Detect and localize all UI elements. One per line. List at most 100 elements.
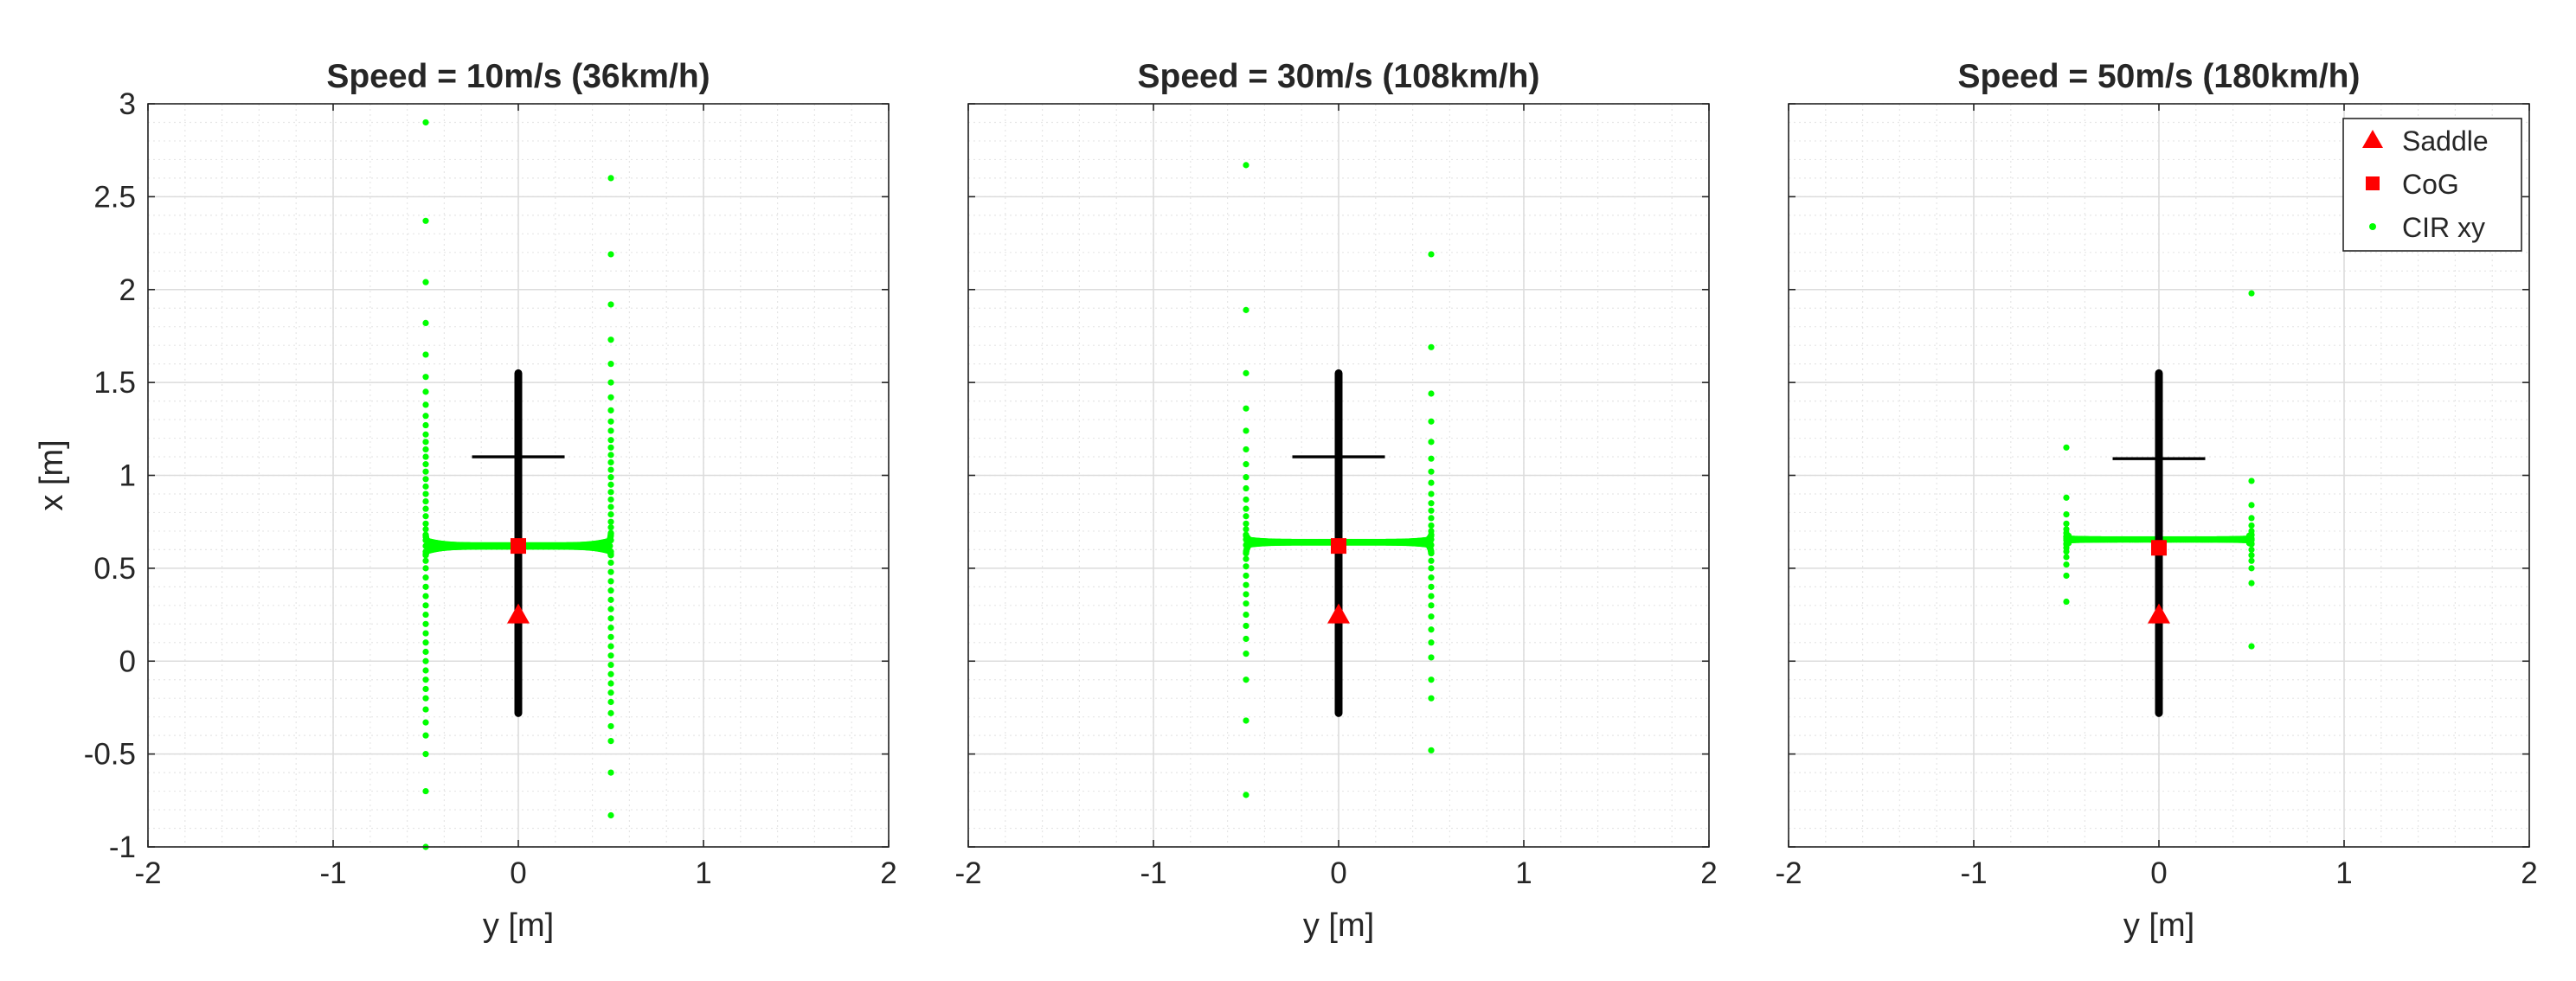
cir-point bbox=[422, 421, 429, 429]
cir-point bbox=[2248, 290, 2255, 297]
cir-point bbox=[1243, 717, 1249, 724]
cir-point bbox=[1428, 583, 1435, 590]
cir-point bbox=[422, 401, 429, 408]
cir-point bbox=[2063, 444, 2070, 451]
cir-point bbox=[422, 319, 429, 327]
cir-point bbox=[1243, 496, 1249, 503]
legend-label: CIR xy bbox=[2402, 212, 2485, 243]
legend-label: CoG bbox=[2402, 169, 2459, 200]
cir-point bbox=[1428, 468, 1435, 475]
cir-point bbox=[422, 119, 429, 126]
cir-point bbox=[607, 587, 614, 594]
cir-point bbox=[1243, 306, 1249, 313]
cir-point bbox=[607, 606, 614, 612]
cir-point bbox=[422, 583, 429, 590]
cir-point bbox=[2248, 522, 2255, 529]
x-tick-label: -2 bbox=[954, 856, 981, 890]
x-tick-label: 1 bbox=[1515, 856, 1532, 890]
cir-point bbox=[1428, 574, 1435, 581]
cir-point bbox=[607, 698, 614, 706]
panel-title: Speed = 30m/s (108km/h) bbox=[1138, 58, 1540, 95]
cir-point bbox=[422, 732, 429, 739]
cir-point bbox=[607, 670, 614, 677]
cir-point bbox=[1428, 535, 1435, 543]
y-tick-label: 3 bbox=[119, 87, 136, 121]
cog-marker bbox=[2151, 540, 2167, 556]
cir-point bbox=[1243, 474, 1249, 481]
cir-point bbox=[2248, 478, 2255, 484]
cir-point bbox=[2248, 580, 2255, 587]
cir-point bbox=[1243, 520, 1249, 527]
cir-point bbox=[1428, 626, 1435, 633]
cir-point bbox=[422, 574, 429, 581]
cog-marker bbox=[511, 538, 526, 555]
cir-point bbox=[2248, 643, 2255, 650]
cir-point bbox=[607, 337, 614, 343]
x-axis-label: y [m] bbox=[2123, 907, 2194, 944]
x-tick-label: -1 bbox=[319, 856, 346, 890]
cir-point bbox=[1243, 505, 1249, 512]
cir-point bbox=[607, 452, 614, 458]
x-tick-label: 2 bbox=[1700, 856, 1717, 890]
saddle-marker bbox=[1327, 603, 1350, 624]
cir-point bbox=[1428, 439, 1435, 446]
cir-point bbox=[1428, 500, 1435, 507]
cir-point bbox=[422, 565, 429, 572]
cir-point bbox=[607, 709, 614, 716]
y-tick-label: 0 bbox=[119, 644, 136, 678]
panel-2: -2 -1 0 1 2 Speed = 30m/s (108km/h) y [m] bbox=[954, 58, 1717, 944]
cir-point bbox=[607, 496, 614, 503]
cir-point bbox=[607, 407, 614, 414]
cir-point bbox=[2063, 572, 2070, 580]
cir-point bbox=[607, 518, 614, 525]
cir-point bbox=[1243, 461, 1249, 468]
legend-label: Saddle bbox=[2402, 125, 2489, 157]
cir-point bbox=[1243, 427, 1249, 434]
cir-point bbox=[2063, 520, 2070, 527]
cir-point bbox=[422, 602, 429, 609]
cir-point bbox=[422, 526, 429, 533]
cir-point bbox=[1243, 526, 1249, 533]
cir-point bbox=[1243, 581, 1249, 588]
cir-point bbox=[607, 489, 614, 496]
cir-point bbox=[607, 643, 614, 650]
cir-point bbox=[607, 175, 614, 182]
cir-point bbox=[1243, 651, 1249, 657]
cir-point bbox=[422, 667, 429, 674]
x-tick-label: -1 bbox=[1960, 856, 1987, 890]
x-tick-label: 2 bbox=[880, 856, 896, 890]
saddle-marker bbox=[2148, 603, 2170, 624]
cir-point bbox=[607, 301, 614, 308]
cir-point bbox=[2248, 546, 2255, 554]
cir-point bbox=[1428, 639, 1435, 646]
cir-point bbox=[1428, 695, 1435, 702]
cir-point bbox=[422, 787, 429, 795]
x-axis-label: y [m] bbox=[1303, 907, 1374, 944]
cir-point bbox=[1428, 557, 1435, 564]
cir-point bbox=[422, 706, 429, 713]
cir-point bbox=[1428, 455, 1435, 462]
cir-point bbox=[607, 652, 614, 659]
cir-point bbox=[2248, 515, 2255, 522]
cir-point bbox=[422, 630, 429, 637]
cir-point bbox=[607, 427, 614, 434]
cir-point bbox=[2063, 494, 2070, 501]
cir-point bbox=[607, 769, 614, 776]
cir-point bbox=[422, 648, 429, 656]
cir-point bbox=[1243, 611, 1249, 619]
cir-point bbox=[1428, 565, 1435, 572]
cog-marker bbox=[1331, 538, 1346, 555]
cir-point bbox=[1428, 613, 1435, 620]
cir-point bbox=[422, 374, 429, 381]
cir-point bbox=[422, 483, 429, 490]
y-tick-label: 2 bbox=[119, 273, 136, 307]
cir-point bbox=[607, 361, 614, 368]
cir-point bbox=[422, 685, 429, 693]
cir-point bbox=[2063, 598, 2070, 606]
cir-point bbox=[607, 510, 614, 518]
x-tick-label: 1 bbox=[695, 856, 711, 890]
cir-point bbox=[607, 624, 614, 632]
y-tick-label: 0.5 bbox=[93, 552, 136, 586]
x-tick-label: 0 bbox=[2150, 856, 2167, 890]
cir-point bbox=[1428, 542, 1435, 548]
